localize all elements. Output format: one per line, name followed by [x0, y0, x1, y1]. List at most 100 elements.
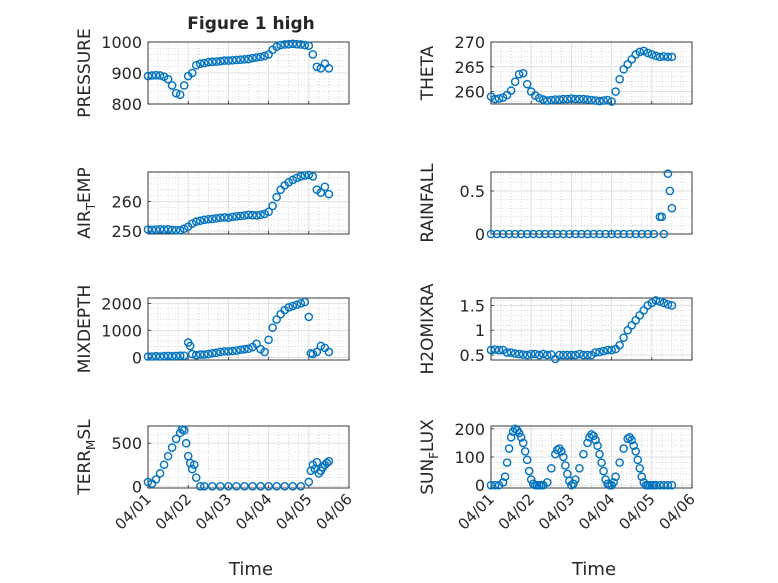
- data-point: [504, 229, 514, 239]
- data-point: [296, 172, 306, 181]
- data-point: [559, 94, 568, 104]
- y-tick-label: 0.5: [460, 346, 485, 365]
- data-point: [534, 350, 544, 360]
- data-point: [171, 225, 181, 235]
- data-point: [659, 480, 669, 490]
- data-point: [599, 96, 608, 105]
- data-point: [486, 480, 496, 490]
- x-tick-label: 04/01: [112, 490, 155, 533]
- x-tick-label: 04/06: [313, 490, 356, 533]
- data-point: [528, 229, 538, 239]
- data-point: [195, 481, 205, 491]
- x-tick-label: 04/02: [152, 490, 195, 533]
- x-tick-label: 04/01: [455, 490, 498, 533]
- data-point: [232, 346, 241, 355]
- y-tick-label: 1.5: [460, 296, 485, 315]
- data-point: [593, 441, 602, 451]
- panel-theta: 260 265 270 THETA: [418, 33, 693, 106]
- data-point: [575, 349, 584, 359]
- data-point: [601, 229, 610, 239]
- data-point: [159, 460, 169, 470]
- data-point: [179, 426, 189, 435]
- data-point: [597, 458, 606, 467]
- data-point: [601, 475, 610, 484]
- data-point: [619, 229, 628, 239]
- data-point: [312, 347, 322, 357]
- data-point: [216, 481, 225, 491]
- y-tick-label: 1000: [101, 321, 142, 340]
- data-point: [151, 225, 161, 234]
- data-point: [528, 479, 538, 489]
- data-point: [187, 68, 197, 78]
- y-tick-label: 200: [454, 420, 485, 439]
- data-point: [236, 211, 245, 221]
- data-point: [155, 469, 165, 478]
- data-point: [498, 478, 508, 487]
- data-point: [324, 347, 334, 357]
- data-point: [583, 438, 592, 448]
- data-point: [542, 96, 552, 105]
- data-point: [595, 449, 604, 459]
- data-point: [567, 480, 576, 490]
- data-point: [220, 347, 229, 356]
- data-point: [540, 229, 550, 239]
- data-point: [627, 435, 637, 445]
- data-point: [224, 56, 233, 65]
- data-point: [320, 182, 330, 192]
- data-point: [195, 59, 205, 69]
- data-point: [518, 68, 528, 78]
- data-point: [659, 298, 669, 308]
- data-point: [308, 50, 318, 59]
- data-point: [504, 444, 514, 453]
- data-point: [163, 224, 173, 234]
- data-point: [244, 344, 253, 353]
- data-point: [514, 428, 524, 438]
- data-point: [565, 229, 574, 239]
- y-tick-label: 800: [111, 95, 142, 114]
- data-point: [583, 229, 592, 239]
- data-point: [547, 463, 556, 473]
- data-point: [167, 351, 177, 361]
- data-point: [615, 340, 624, 350]
- data-point: [224, 347, 233, 356]
- data-point: [563, 94, 572, 104]
- axes-box: [147, 425, 350, 489]
- data-point: [603, 95, 612, 105]
- data-point: [195, 216, 205, 226]
- data-point: [228, 212, 237, 222]
- data-point: [292, 300, 302, 310]
- data-point: [577, 229, 586, 239]
- data-point: [191, 217, 201, 226]
- data-point: [212, 214, 221, 223]
- data-point: [547, 229, 556, 239]
- y-tick-label: 260: [111, 193, 142, 212]
- data-point: [276, 40, 285, 50]
- data-point: [228, 55, 237, 65]
- data-point: [553, 229, 562, 239]
- data-point: [191, 60, 201, 70]
- data-point: [272, 315, 281, 324]
- data-point: [643, 48, 653, 58]
- data-point: [659, 229, 669, 239]
- data-point: [534, 229, 544, 239]
- data-point: [542, 478, 552, 487]
- data-point: [506, 348, 516, 357]
- data-point: [619, 333, 628, 342]
- data-point: [244, 54, 253, 64]
- data-point: [260, 209, 269, 219]
- data-point: [280, 481, 289, 491]
- data-point: [324, 457, 334, 466]
- data-point: [579, 449, 588, 459]
- data-point: [304, 170, 314, 180]
- data-point: [510, 349, 520, 358]
- data-point: [492, 229, 502, 239]
- panel-rainfall: 0 0.5 RAINFALL: [418, 163, 693, 244]
- data-point: [575, 463, 584, 473]
- data-point: [623, 434, 632, 443]
- data-point: [559, 452, 568, 462]
- data-point: [232, 211, 241, 221]
- data-point: [284, 303, 294, 312]
- data-point: [175, 90, 185, 99]
